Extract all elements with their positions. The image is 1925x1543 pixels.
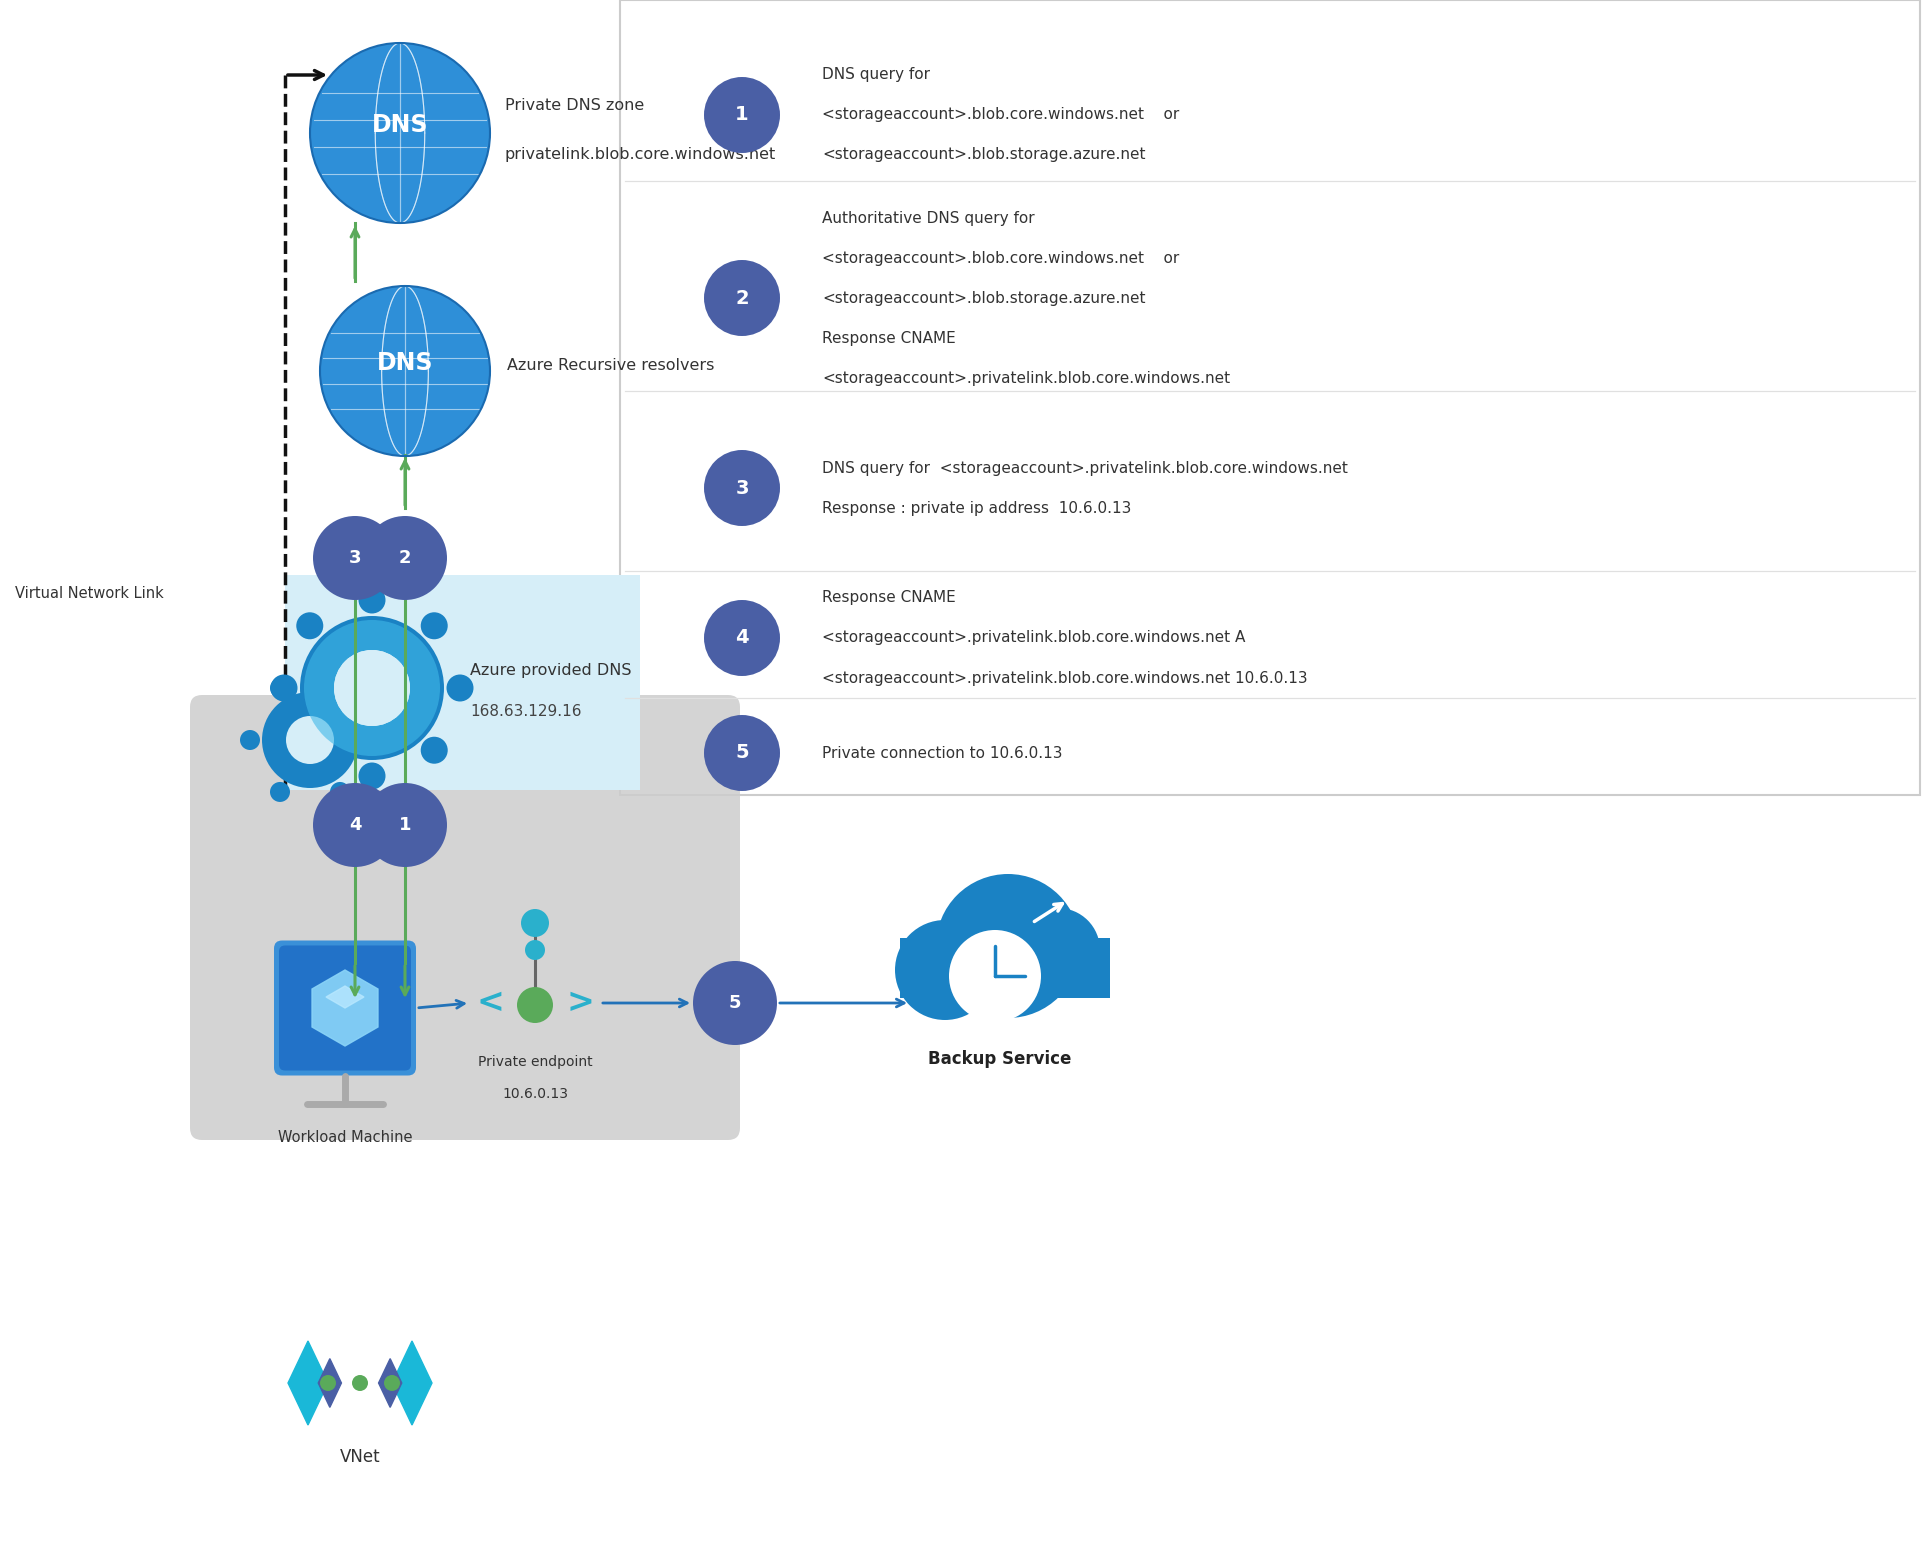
Polygon shape	[289, 1341, 327, 1426]
Text: DNS: DNS	[377, 350, 433, 375]
Circle shape	[705, 261, 780, 336]
Circle shape	[358, 762, 385, 790]
Text: <storageaccount>.blob.storage.azure.net: <storageaccount>.blob.storage.azure.net	[822, 290, 1145, 306]
Circle shape	[241, 730, 260, 750]
Circle shape	[705, 600, 780, 676]
Circle shape	[895, 920, 995, 1020]
Text: <storageaccount>.blob.storage.azure.net: <storageaccount>.blob.storage.azure.net	[822, 148, 1145, 162]
Circle shape	[335, 650, 410, 727]
Text: privatelink.blob.core.windows.net: privatelink.blob.core.windows.net	[504, 148, 776, 162]
Circle shape	[287, 716, 335, 764]
Text: 3: 3	[348, 549, 362, 566]
Circle shape	[447, 674, 474, 702]
Circle shape	[352, 1375, 368, 1390]
Text: <storageaccount>.privatelink.blob.core.windows.net 10.6.0.13: <storageaccount>.privatelink.blob.core.w…	[822, 671, 1307, 685]
Text: <: <	[475, 986, 504, 1020]
Circle shape	[358, 586, 385, 614]
Text: 168.63.129.16: 168.63.129.16	[470, 704, 581, 719]
Text: 1: 1	[398, 816, 412, 835]
Circle shape	[705, 77, 780, 153]
Circle shape	[300, 616, 445, 761]
Polygon shape	[318, 1359, 341, 1407]
Text: Response CNAME: Response CNAME	[822, 330, 955, 346]
Polygon shape	[379, 1359, 402, 1407]
Text: DNS query for  <storageaccount>.privatelink.blob.core.windows.net: DNS query for <storageaccount>.privateli…	[822, 460, 1348, 475]
Text: Private endpoint: Private endpoint	[477, 1055, 593, 1069]
Text: 1: 1	[735, 105, 749, 125]
Text: >: >	[566, 986, 595, 1020]
Circle shape	[705, 451, 780, 526]
Text: Response CNAME: Response CNAME	[822, 591, 955, 605]
Circle shape	[329, 782, 350, 802]
Circle shape	[693, 961, 778, 1045]
Circle shape	[364, 515, 447, 600]
Text: 4: 4	[735, 628, 749, 648]
Bar	[620, 0, 1919, 795]
Circle shape	[936, 873, 1080, 1018]
FancyBboxPatch shape	[279, 946, 412, 1071]
Circle shape	[1016, 907, 1099, 992]
Text: Workload Machine: Workload Machine	[277, 1131, 412, 1145]
Circle shape	[271, 674, 298, 702]
FancyBboxPatch shape	[273, 941, 416, 1075]
Text: 5: 5	[730, 994, 741, 1012]
Circle shape	[296, 613, 323, 639]
Circle shape	[364, 782, 447, 867]
FancyBboxPatch shape	[191, 694, 739, 1140]
Text: Azure Recursive resolvers: Azure Recursive resolvers	[506, 358, 714, 373]
Circle shape	[949, 930, 1041, 1021]
Circle shape	[314, 782, 397, 867]
Text: <storageaccount>.privatelink.blob.core.windows.net: <storageaccount>.privatelink.blob.core.w…	[822, 370, 1230, 386]
Text: 2: 2	[735, 289, 749, 307]
Text: <storageaccount>.blob.core.windows.net    or: <storageaccount>.blob.core.windows.net o…	[822, 108, 1180, 122]
Text: 3: 3	[735, 478, 749, 497]
Circle shape	[296, 736, 323, 764]
Circle shape	[518, 988, 552, 1023]
Text: 4: 4	[348, 816, 362, 835]
Circle shape	[422, 736, 449, 764]
Circle shape	[262, 691, 358, 788]
Circle shape	[522, 909, 549, 937]
Circle shape	[329, 677, 350, 697]
Circle shape	[383, 1375, 400, 1390]
Text: <storageaccount>.privatelink.blob.core.windows.net A: <storageaccount>.privatelink.blob.core.w…	[822, 631, 1245, 645]
Circle shape	[310, 43, 491, 224]
Text: Response : private ip address  10.6.0.13: Response : private ip address 10.6.0.13	[822, 500, 1132, 515]
Polygon shape	[312, 971, 377, 1046]
Circle shape	[335, 650, 410, 727]
Circle shape	[320, 1375, 337, 1390]
Circle shape	[270, 677, 291, 697]
Circle shape	[304, 620, 441, 756]
Text: 10.6.0.13: 10.6.0.13	[502, 1086, 568, 1102]
Text: VNet: VNet	[339, 1447, 381, 1466]
Text: Private connection to 10.6.0.13: Private connection to 10.6.0.13	[822, 745, 1063, 761]
Text: Authoritative DNS query for: Authoritative DNS query for	[822, 210, 1034, 225]
Bar	[901, 938, 1111, 998]
Circle shape	[314, 515, 397, 600]
Circle shape	[705, 714, 780, 792]
Text: 2: 2	[398, 549, 412, 566]
Circle shape	[270, 782, 291, 802]
Circle shape	[360, 730, 379, 750]
Polygon shape	[393, 1341, 431, 1426]
Bar	[285, 576, 639, 790]
Text: Backup Service: Backup Service	[928, 1049, 1072, 1068]
Text: <storageaccount>.blob.core.windows.net    or: <storageaccount>.blob.core.windows.net o…	[822, 250, 1180, 265]
Circle shape	[526, 940, 545, 960]
Text: Azure provided DNS: Azure provided DNS	[470, 663, 631, 679]
Polygon shape	[325, 986, 364, 1008]
Text: DNS: DNS	[372, 113, 427, 137]
Text: Private DNS zone: Private DNS zone	[504, 97, 645, 113]
Text: 5: 5	[735, 744, 749, 762]
Text: Virtual Network Link: Virtual Network Link	[15, 585, 164, 600]
Text: DNS query for: DNS query for	[822, 68, 930, 82]
Circle shape	[320, 285, 491, 457]
Circle shape	[422, 613, 449, 639]
